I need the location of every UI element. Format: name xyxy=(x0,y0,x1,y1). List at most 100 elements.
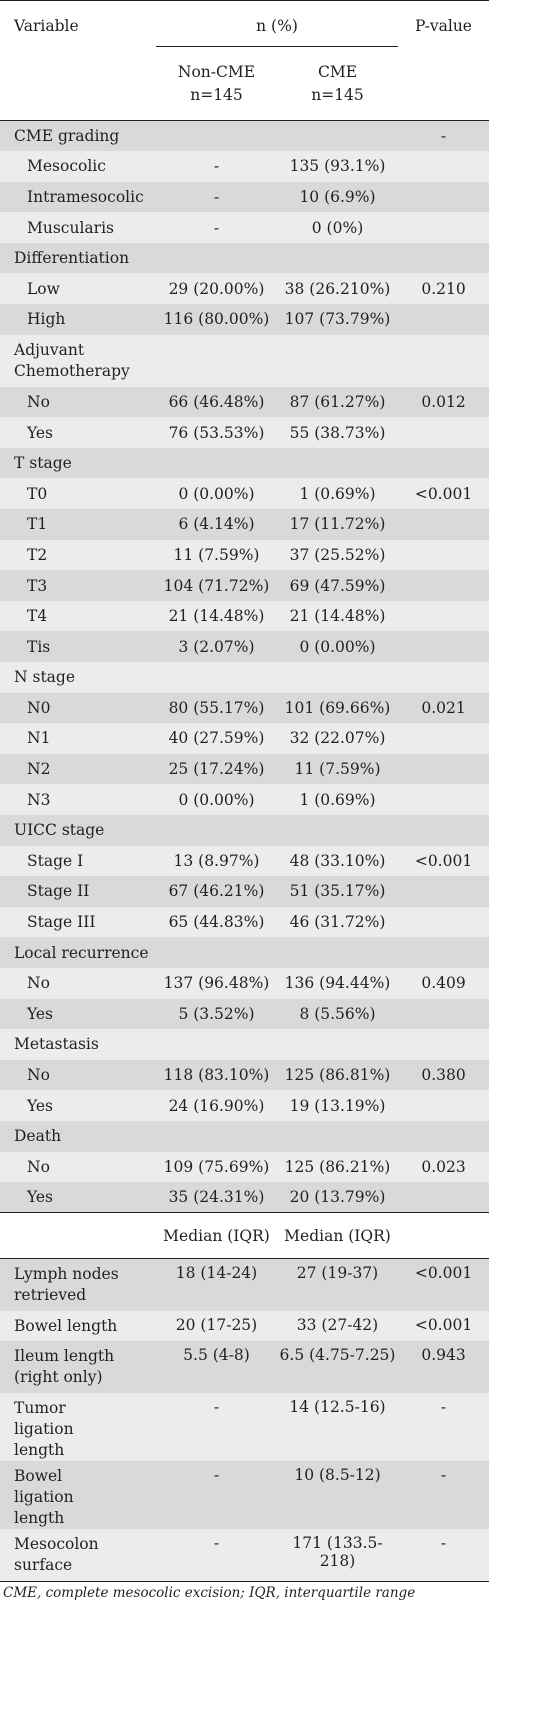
cme-value: 51 (35.17%) xyxy=(289,882,386,901)
row-label: Ileum length (right only) xyxy=(14,1347,115,1387)
non-cme-value: 24 (16.90%) xyxy=(168,1096,265,1115)
cme-value: 10 (8.5-12) xyxy=(294,1466,381,1485)
non-cme-label: Non-CME xyxy=(177,62,256,81)
row-label: Stage III xyxy=(27,913,96,932)
p-value: 0.943 xyxy=(421,1346,466,1365)
cme-value: 8 (5.56%) xyxy=(299,1004,376,1023)
row-label: Lymph nodes retrieved xyxy=(14,1265,119,1305)
non-cme-value: - xyxy=(213,1534,220,1553)
table-row: High 116 (80.00%) 107 (73.79%) xyxy=(0,304,490,335)
cme-value: 1 (0.69%) xyxy=(299,484,376,503)
cme-value xyxy=(277,1121,398,1152)
non-cme-value: 3 (2.07%) xyxy=(178,637,255,656)
p-value xyxy=(398,754,489,785)
row-label: No xyxy=(27,392,50,411)
row-label: T3 xyxy=(27,576,48,595)
non-cme-value: - xyxy=(213,187,220,206)
table-row: No 109 (75.69%) 125 (86.21%) 0.023 xyxy=(0,1151,490,1183)
non-cme-value: 25 (17.24%) xyxy=(168,760,265,779)
table-row: No 118 (83.10%) 125 (86.81%) 0.380 xyxy=(0,1059,490,1091)
table-row: N2 25 (17.24%) 11 (7.59%) xyxy=(0,753,490,785)
p-value xyxy=(398,243,489,274)
group-title-text: n (%) xyxy=(256,17,298,35)
cme-value: 125 (86.81%) xyxy=(284,1066,391,1085)
median-header-non-cme: Median (IQR) xyxy=(156,1212,277,1259)
section-label: Metastasis xyxy=(14,1035,99,1054)
table-row: Stage II 67 (46.21%) 51 (35.17%) xyxy=(0,876,490,907)
section-label: Local recurrence xyxy=(14,943,149,962)
p-value xyxy=(398,1182,489,1213)
non-cme-value xyxy=(156,937,277,968)
non-cme-value xyxy=(156,335,277,387)
categorical-rows: CME grading - Mesocolic - 135 (93.1%) Intrame… xyxy=(0,120,490,1213)
non-cme-value: 109 (75.69%) xyxy=(163,1157,270,1176)
p-value xyxy=(398,212,489,243)
cme-value xyxy=(277,1029,398,1060)
table-row: N0 80 (55.17%) 101 (69.66%) 0.021 xyxy=(0,692,490,724)
row-label: N1 xyxy=(27,729,51,748)
table-row: Muscularis - 0 (0%) xyxy=(0,212,490,243)
cme-value: 46 (31.72%) xyxy=(289,913,386,932)
p-value xyxy=(398,784,489,815)
table-row: Bowel length 20 (17-25) 33 (27-42) <0.001 xyxy=(0,1310,490,1342)
cme-value: 37 (25.52%) xyxy=(289,545,386,564)
non-cme-value: 80 (55.17%) xyxy=(168,698,265,717)
non-cme-value xyxy=(156,448,277,479)
row-label: Yes xyxy=(27,423,54,442)
p-value: - xyxy=(440,1534,447,1553)
cme-value: 171 (133.5-218) xyxy=(292,1534,383,1571)
table-row: T2 11 (7.59%) 37 (25.52%) xyxy=(0,539,490,571)
row-label: No xyxy=(27,1157,50,1176)
header-non-cme: Non-CME n=145 xyxy=(156,46,277,121)
p-value xyxy=(398,631,489,662)
row-label: No xyxy=(27,974,50,993)
non-cme-value: 137 (96.48%) xyxy=(163,974,270,993)
table-row: Yes 24 (16.90%) 19 (13.19%) xyxy=(0,1090,490,1121)
table-row: Lymph nodes retrieved 18 (14-24) 27 (19-37… xyxy=(0,1258,490,1311)
row-label: Yes xyxy=(27,1188,54,1207)
data-table: Variable n (%) P-value Non-CME n=145 CME… xyxy=(0,0,490,1582)
p-value: 0.012 xyxy=(421,392,466,411)
table-row: No 137 (96.48%) 136 (94.44%) 0.409 xyxy=(0,967,490,999)
cme-value: 38 (26.210%) xyxy=(284,279,391,298)
non-cme-value: 5 (3.52%) xyxy=(178,1004,255,1023)
table-row: Ileum length (right only) 5.5 (4-8) 6.5 (4… xyxy=(0,1341,490,1394)
non-cme-value: - xyxy=(213,157,220,176)
row-label: N2 xyxy=(27,760,51,779)
non-cme-value: 5.5 (4-8) xyxy=(183,1346,250,1365)
non-cme-value: 13 (8.97%) xyxy=(173,851,260,870)
table-row: T1 6 (4.14%) 17 (11.72%) xyxy=(0,509,490,540)
non-cme-value: - xyxy=(213,1466,220,1485)
section-label: N stage xyxy=(14,668,76,687)
section-row: UICC stage xyxy=(0,814,490,846)
cme-value: 135 (93.1%) xyxy=(289,157,386,176)
row-label: Yes xyxy=(27,1096,54,1115)
cme-value: 10 (6.9%) xyxy=(299,187,376,206)
median-header-cme: Median (IQR) xyxy=(277,1212,399,1259)
cme-value: 1 (0.69%) xyxy=(299,790,376,809)
row-label: Bowel length xyxy=(14,1316,118,1335)
section-label: Adjuvant Chemotherapy xyxy=(14,340,130,380)
cme-value: 101 (69.66%) xyxy=(284,698,391,717)
section-label: Death xyxy=(14,1127,62,1146)
cme-value xyxy=(277,121,398,152)
row-label: N3 xyxy=(27,790,51,809)
p-value xyxy=(398,182,489,213)
median-header: Median (IQR) Median (IQR) xyxy=(0,1212,490,1259)
non-cme-value: 6 (4.14%) xyxy=(178,515,255,534)
cme-value: 87 (61.27%) xyxy=(289,392,386,411)
cme-value: 69 (47.59%) xyxy=(289,576,386,595)
non-cme-value: 11 (7.59%) xyxy=(173,545,260,564)
cme-label: CME xyxy=(317,62,358,81)
cme-value xyxy=(277,815,398,846)
footnote: CME, complete mesocolic excision; IQR, i… xyxy=(3,1585,416,1602)
cme-value xyxy=(277,335,398,387)
section-row: Differentiation xyxy=(0,242,490,274)
non-cme-value: 118 (83.10%) xyxy=(163,1066,270,1085)
cme-value: 107 (73.79%) xyxy=(284,310,391,329)
p-value xyxy=(398,304,489,335)
header-variable: Variable xyxy=(0,0,156,47)
p-value xyxy=(398,662,489,693)
row-label: T2 xyxy=(27,545,48,564)
non-cme-value: - xyxy=(213,1398,220,1417)
